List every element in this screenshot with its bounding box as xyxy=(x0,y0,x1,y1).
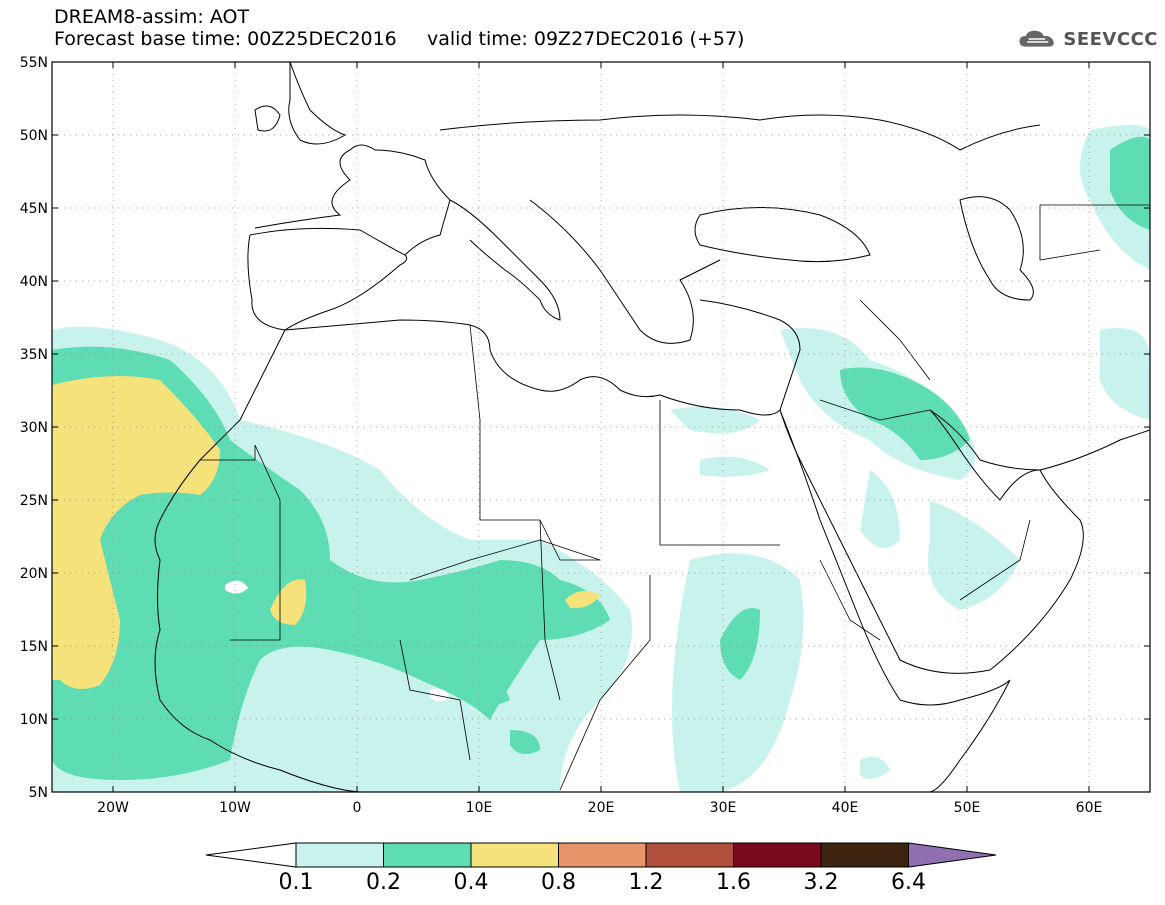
colorbar: 0.1 0.2 0.4 0.8 1.2 1.6 3.2 6.4 xyxy=(205,842,997,895)
seevccc-logo: SEEVCCC xyxy=(1018,24,1158,54)
colorbar-segment xyxy=(470,842,559,868)
colorbar-label: 3.2 xyxy=(804,870,839,895)
colorbar-over-arrow xyxy=(908,842,997,868)
lat-label: 20N xyxy=(20,566,48,582)
lon-label: 50E xyxy=(954,800,981,816)
aot-contours xyxy=(52,125,1150,792)
colorbar-label: 0.8 xyxy=(541,870,576,895)
lat-label: 30N xyxy=(20,420,48,436)
lat-label: 50N xyxy=(20,128,48,144)
logo-text: SEEVCCC xyxy=(1063,28,1158,50)
lat-label: 40N xyxy=(20,274,48,290)
lon-label: 60E xyxy=(1076,800,1103,816)
lat-label: 35N xyxy=(20,347,48,363)
latitude-labels: 5N 10N 15N 20N 25N 30N 35N 40N 45N 50N 55N xyxy=(20,55,48,801)
colorbar-label: 1.2 xyxy=(629,870,664,895)
lat-label: 5N xyxy=(29,785,48,801)
lat-label: 55N xyxy=(20,55,48,71)
colorbar-label: 6.4 xyxy=(891,870,926,895)
colorbar-label: 0.1 xyxy=(279,870,314,895)
colorbar-segment xyxy=(383,842,472,868)
colorbar-label: 1.6 xyxy=(716,870,751,895)
lon-label: 20E xyxy=(588,800,615,816)
forecast-time-line: Forecast base time: 00Z25DEC2016 valid t… xyxy=(54,28,745,50)
lon-label: 0 xyxy=(353,800,362,816)
lon-label: 20W xyxy=(97,800,129,816)
lat-label: 10N xyxy=(20,712,48,728)
colorbar-under-arrow xyxy=(205,842,297,868)
axis-ticks xyxy=(52,61,1150,793)
longitude-labels: 20W 10W 0 10E 20E 30E 40E 50E 60E xyxy=(97,800,1102,816)
map-title: DREAM8-assim: AOT xyxy=(54,6,250,28)
lon-label: 10W xyxy=(219,800,251,816)
lat-label: 25N xyxy=(20,493,48,509)
colorbar-segment xyxy=(820,842,909,868)
colorbar-segment xyxy=(558,842,647,868)
lon-label: 30E xyxy=(710,800,737,816)
cloud-icon xyxy=(1019,30,1054,47)
lat-label: 15N xyxy=(20,639,48,655)
colorbar-segment xyxy=(733,842,822,868)
lon-label: 40E xyxy=(832,800,859,816)
colorbar-label: 0.4 xyxy=(454,870,489,895)
lat-label: 45N xyxy=(20,201,48,217)
colorbar-segment xyxy=(295,842,384,868)
country-borders xyxy=(200,204,1150,791)
map-header: DREAM8-assim: AOT Forecast base time: 00… xyxy=(54,6,744,50)
colorbar-label: 0.2 xyxy=(366,870,401,895)
coastlines xyxy=(154,62,1150,792)
lon-label: 10E xyxy=(466,800,493,816)
colorbar-segment xyxy=(645,842,734,868)
